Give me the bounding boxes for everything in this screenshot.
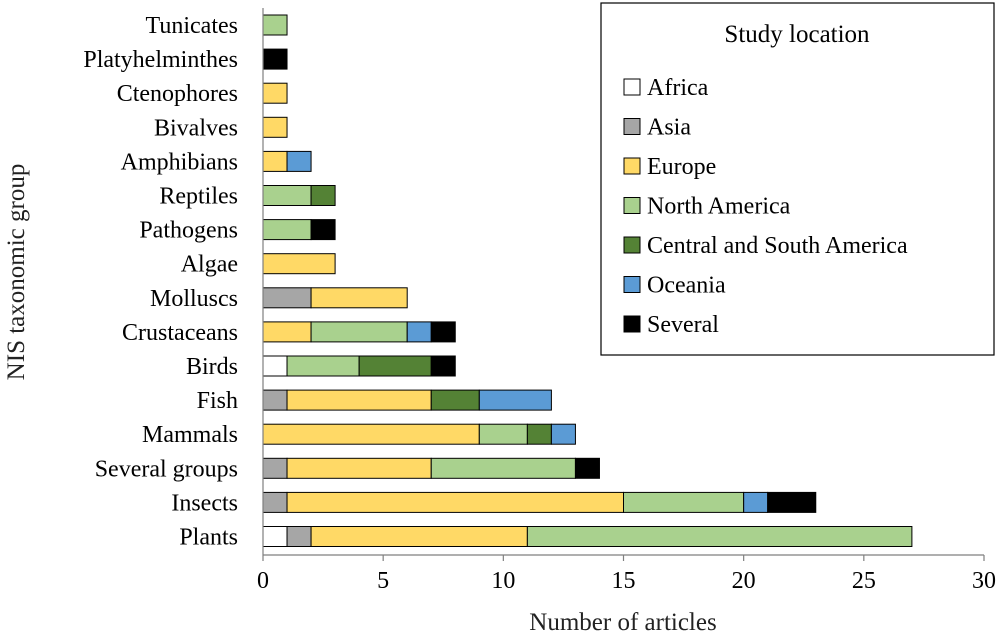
category-label-pathogens: Pathogens [139,218,238,244]
bar-mammals-europe [262,423,480,445]
legend-swatch-africa [623,78,641,96]
category-label-plants: Plants [179,525,238,551]
category-label-molluscs: Molluscs [150,286,238,312]
bar-crustaceans-oceania [406,321,432,343]
bar-amphibians-oceania [286,150,312,172]
category-label-fish: Fish [197,388,238,414]
bar-several-groups-europe [286,457,432,479]
x-tick-label-20: 20 [732,568,756,594]
category-label-insects: Insects [171,490,238,516]
bar-plants-africa [262,526,288,547]
legend-label-central-and-south-america: Central and South America [647,233,908,259]
bar-crustaceans-north-america [310,321,408,343]
bar-plants-europe [310,526,528,547]
y-axis-title: NIS taxonomic group [3,164,30,381]
x-tick-label-15: 15 [612,568,636,594]
bar-insects-oceania [743,491,769,513]
x-tick-label-25: 25 [852,568,876,594]
bar-insects-several [767,491,817,513]
bar-plants-asia [286,526,312,547]
bar-fish-central-and-south-america [430,389,480,411]
bars-layer [262,14,913,547]
bar-mammals-oceania [550,423,576,445]
bar-several-groups-asia [262,457,288,479]
axes-layer [262,8,985,561]
bar-fish-asia [262,389,288,411]
bar-mammals-central-and-south-america [526,423,552,445]
category-label-several-groups: Several groups [95,456,238,482]
bar-reptiles-north-america [262,185,312,206]
bar-fish-europe [286,389,432,411]
category-label-reptiles: Reptiles [159,184,238,210]
bar-insects-asia [262,491,288,513]
category-label-mammals: Mammals [142,422,238,448]
legend-swatch-central-and-south-america [623,236,641,254]
x-tick-labels: 0 5 10 15 20 25 30 [257,568,996,594]
bar-plants-north-america [526,526,913,547]
bar-several-groups-several [574,457,600,479]
legend-swatch-asia [623,118,641,135]
legend-swatch-several [623,315,641,333]
x-tick-label-10: 10 [491,568,515,594]
bar-birds-several [430,355,456,377]
x-tick-label-0: 0 [257,568,269,594]
bar-several-groups-north-america [430,457,576,479]
category-label-bivalves: Bivalves [154,115,238,141]
legend-label-africa: Africa [647,75,709,101]
bar-pathogens-north-america [262,219,312,241]
bar-reptiles-central-and-south-america [310,185,336,206]
bar-crustaceans-several [430,321,456,343]
bar-molluscs-europe [310,287,408,309]
category-label-algae: Algae [181,252,238,278]
bar-amphibians-europe [262,150,288,172]
x-tick-label-30: 30 [972,568,996,594]
bar-crustaceans-europe [262,321,312,343]
legend-label-north-america: North America [647,194,791,220]
x-axis-title: Number of articles [529,609,716,635]
bar-birds-africa [262,355,288,377]
legend: Study location Africa Asia Europe North Ame… [600,2,995,356]
legend-swatch-europe [623,157,641,175]
bar-birds-north-america [286,355,360,377]
legend-label-several: Several [647,312,719,338]
category-label-platyhelminthes: Platyhelminthes [83,47,238,73]
category-label-tunicates: Tunicates [146,13,238,39]
legend-frame [600,2,995,356]
category-label-amphibians: Amphibians [121,149,238,175]
category-label-crustaceans: Crustaceans [122,320,238,346]
legend-title: Study location [724,21,870,48]
bar-insects-europe [286,491,624,513]
bar-mammals-north-america [478,423,528,445]
legend-swatch-north-america [623,197,641,214]
bar-platyhelminthes-several [262,48,288,70]
x-tick-label-5: 5 [377,568,389,594]
legend-items: Africa Asia Europe North America Central and… [623,75,908,338]
bar-fish-oceania [478,389,552,411]
category-labels: Tunicates Platyhelminthes Ctenophores Bival… [83,13,238,551]
legend-label-asia: Asia [647,115,691,141]
legend-label-oceania: Oceania [647,273,726,299]
bar-bivalves-europe [262,116,288,138]
bar-tunicates-north-america [262,14,288,36]
bar-molluscs-asia [262,287,312,309]
legend-label-europe: Europe [647,154,716,180]
category-label-birds: Birds [186,354,238,380]
bar-ctenophores-europe [262,82,288,104]
legend-swatch-oceania [623,276,641,293]
bar-algae-europe [262,253,336,275]
bar-pathogens-several [310,219,336,241]
bar-birds-central-and-south-america [358,355,432,377]
bar-insects-north-america [623,491,745,513]
category-label-ctenophores: Ctenophores [117,81,238,107]
